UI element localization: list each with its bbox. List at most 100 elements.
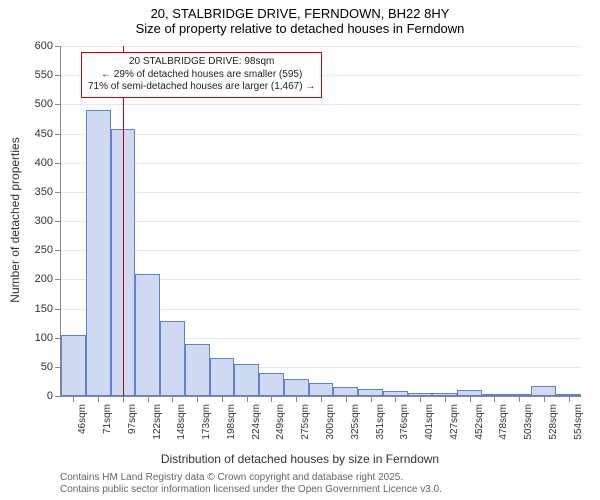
chart-title-line1: 20, STALBRIDGE DRIVE, FERNDOWN, BH22 8HY xyxy=(0,0,600,21)
x-tick xyxy=(371,396,372,402)
chart-container: 20, STALBRIDGE DRIVE, FERNDOWN, BH22 8HY… xyxy=(0,0,600,500)
y-tick-label: 150 xyxy=(35,303,53,315)
bar xyxy=(259,373,284,396)
x-tick-label: 528sqm xyxy=(548,404,559,440)
bar xyxy=(135,274,160,397)
x-tick xyxy=(346,396,347,402)
x-tick xyxy=(569,396,570,402)
x-tick xyxy=(222,396,223,402)
y-tick xyxy=(55,75,61,76)
y-tick-label: 50 xyxy=(41,361,53,373)
x-tick-label: 275sqm xyxy=(300,404,311,440)
y-tick xyxy=(55,396,61,397)
x-tick-label: 173sqm xyxy=(201,404,212,440)
bar xyxy=(86,110,111,396)
x-tick-label: 554sqm xyxy=(573,404,584,440)
y-tick-label: 450 xyxy=(35,128,53,140)
gridline xyxy=(61,250,581,251)
gridline xyxy=(61,221,581,222)
y-tick-label: 500 xyxy=(35,98,53,110)
y-tick xyxy=(55,134,61,135)
y-tick-label: 0 xyxy=(47,390,53,402)
bar xyxy=(284,379,309,397)
bar xyxy=(160,321,185,396)
x-tick xyxy=(296,396,297,402)
bar xyxy=(531,386,556,397)
y-tick xyxy=(55,163,61,164)
x-tick-label: 503sqm xyxy=(523,404,534,440)
footer: Contains HM Land Registry data © Crown c… xyxy=(60,472,442,496)
gridline xyxy=(61,46,581,47)
x-tick-label: 122sqm xyxy=(152,404,163,440)
footer-line2: Contains public sector information licen… xyxy=(60,484,442,496)
gridline xyxy=(61,134,581,135)
x-tick xyxy=(98,396,99,402)
y-tick xyxy=(55,104,61,105)
x-tick xyxy=(271,396,272,402)
x-tick-label: 224sqm xyxy=(251,404,262,440)
callout-line2: ← 29% of detached houses are smaller (59… xyxy=(88,69,315,82)
gridline xyxy=(61,104,581,105)
y-tick xyxy=(55,221,61,222)
marker-line xyxy=(123,46,124,396)
x-tick-label: 249sqm xyxy=(275,404,286,440)
x-tick xyxy=(197,396,198,402)
callout-line1: 20 STALBRIDGE DRIVE: 98sqm xyxy=(88,56,315,69)
bar xyxy=(358,389,383,396)
y-tick-label: 600 xyxy=(35,40,53,52)
x-tick-label: 46sqm xyxy=(77,404,88,434)
x-tick-label: 427sqm xyxy=(449,404,460,440)
chart-title-line2: Size of property relative to detached ho… xyxy=(0,21,600,36)
y-tick-label: 400 xyxy=(35,157,53,169)
x-tick-label: 71sqm xyxy=(102,404,113,434)
x-tick-label: 198sqm xyxy=(226,404,237,440)
gridline xyxy=(61,163,581,164)
callout-line3: 71% of semi-detached houses are larger (… xyxy=(88,81,315,94)
x-tick-label: 376sqm xyxy=(399,404,410,440)
bar xyxy=(210,358,235,396)
x-tick-label: 478sqm xyxy=(498,404,509,440)
y-tick-label: 200 xyxy=(35,273,53,285)
y-tick-label: 300 xyxy=(35,215,53,227)
bar xyxy=(185,344,210,397)
x-tick-label: 401sqm xyxy=(424,404,435,440)
x-tick xyxy=(470,396,471,402)
x-tick xyxy=(445,396,446,402)
x-tick-label: 148sqm xyxy=(176,404,187,440)
y-tick xyxy=(55,192,61,193)
x-tick xyxy=(494,396,495,402)
x-tick xyxy=(321,396,322,402)
x-tick-label: 300sqm xyxy=(325,404,336,440)
y-tick xyxy=(55,46,61,47)
x-tick-label: 452sqm xyxy=(474,404,485,440)
x-tick xyxy=(247,396,248,402)
bar xyxy=(234,364,259,396)
y-tick-label: 250 xyxy=(35,244,53,256)
x-tick xyxy=(73,396,74,402)
bar xyxy=(61,335,86,396)
x-tick-label: 351sqm xyxy=(375,404,386,440)
y-tick xyxy=(55,309,61,310)
x-tick xyxy=(148,396,149,402)
y-tick-label: 100 xyxy=(35,332,53,344)
bar xyxy=(333,387,358,396)
x-tick xyxy=(420,396,421,402)
y-tick xyxy=(55,250,61,251)
y-tick-label: 350 xyxy=(35,186,53,198)
x-tick xyxy=(172,396,173,402)
x-tick-label: 97sqm xyxy=(127,404,138,434)
x-tick xyxy=(519,396,520,402)
x-tick xyxy=(123,396,124,402)
y-axis-label: Number of detached properties xyxy=(8,137,22,302)
bar xyxy=(309,383,334,396)
x-tick xyxy=(544,396,545,402)
y-tick xyxy=(55,279,61,280)
x-tick-label: 325sqm xyxy=(350,404,361,440)
x-tick xyxy=(395,396,396,402)
marker-callout: 20 STALBRIDGE DRIVE: 98sqm ← 29% of deta… xyxy=(81,52,322,98)
gridline xyxy=(61,192,581,193)
y-tick-label: 550 xyxy=(35,69,53,81)
plot-area: 05010015020025030035040045050055060046sq… xyxy=(60,46,581,397)
footer-line1: Contains HM Land Registry data © Crown c… xyxy=(60,472,442,484)
x-axis-label: Distribution of detached houses by size … xyxy=(0,452,600,466)
